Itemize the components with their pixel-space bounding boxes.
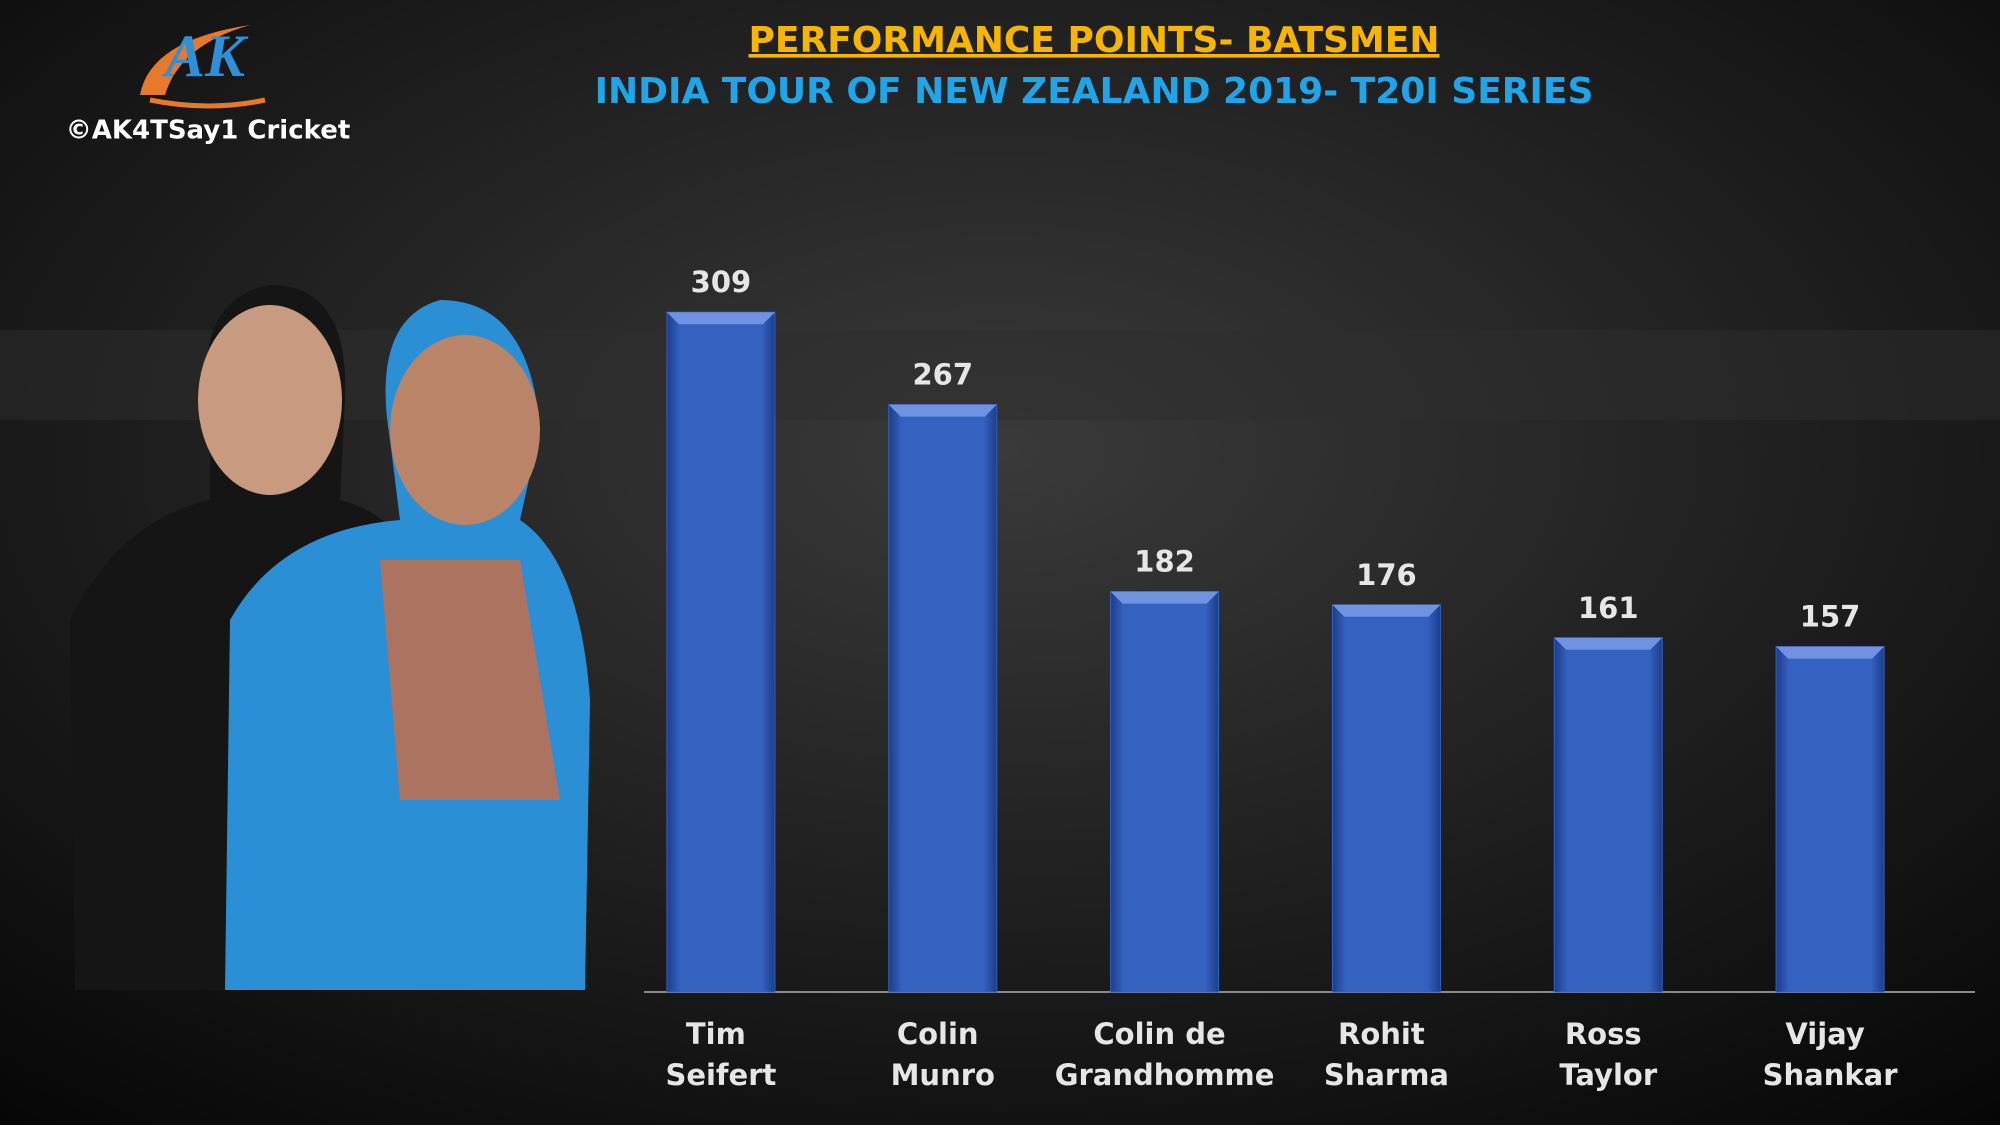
bar-bevel	[888, 404, 997, 417]
chart-subtitle: INDIA TOUR OF NEW ZEALAND 2019- T20I SER…	[595, 71, 1594, 112]
value-label: 182	[1134, 545, 1195, 579]
bar-bevel	[1110, 591, 1219, 604]
x-tick-label: Tim Seifert	[665, 1017, 776, 1092]
x-tick-label: Colin Munro	[891, 1017, 995, 1092]
value-label: 309	[691, 265, 752, 299]
x-tick-label: Colin de Grandhomme	[1055, 1017, 1275, 1092]
x-tick-label: Ross Taylor	[1559, 1017, 1657, 1092]
x-tick-label: Rohit Sharma	[1324, 1017, 1449, 1092]
watermark: ©AK4TSay1 Cricket	[66, 116, 351, 146]
value-label: 157	[1800, 600, 1861, 634]
chart-title: PERFORMANCE POINTS- BATSMEN	[749, 20, 1440, 61]
bar	[888, 404, 998, 993]
bar	[1331, 604, 1441, 993]
value-label: 161	[1578, 591, 1639, 625]
bar	[1775, 646, 1885, 993]
logo-text: AK	[161, 23, 249, 89]
bar-bevel	[1554, 637, 1663, 650]
bar-bevel	[666, 312, 775, 325]
logo: AK	[140, 23, 266, 109]
bar	[666, 311, 776, 993]
bar-bevel	[1332, 604, 1441, 617]
value-label: 176	[1356, 558, 1417, 592]
x-tick-label: Vijay Shankar	[1763, 1017, 1899, 1092]
player-photo	[70, 285, 590, 990]
bar	[1553, 637, 1663, 993]
value-label: 267	[912, 358, 973, 392]
bar-bevel	[1776, 646, 1885, 659]
bar	[1110, 591, 1220, 993]
